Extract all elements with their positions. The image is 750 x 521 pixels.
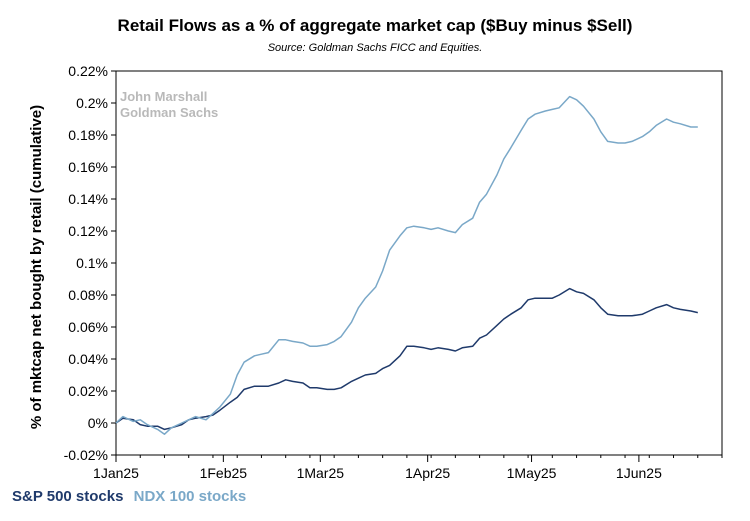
y-tick-label: 0.08% bbox=[68, 287, 108, 303]
series-line-ndx100 bbox=[115, 95, 698, 435]
y-tick-label: 0.04% bbox=[68, 351, 108, 367]
watermark-line-1: John Marshall bbox=[120, 89, 207, 104]
y-tick-label: -0.02% bbox=[64, 447, 108, 463]
y-tick-label: 0.16% bbox=[68, 159, 108, 175]
y-tick-label: 0.18% bbox=[68, 127, 108, 143]
legend-item-sp500: S&P 500 stocks bbox=[12, 488, 124, 505]
x-tick-label: 1Jan25 bbox=[93, 465, 139, 481]
x-tick-label: 1Jun25 bbox=[616, 465, 662, 481]
y-tick-label: 0% bbox=[88, 415, 108, 431]
y-tick-label: 0.2% bbox=[76, 95, 108, 111]
legend: S&P 500 stocks NDX 100 stocks bbox=[12, 488, 252, 505]
axes: -0.02% 0% 0.02% 0.04% 0.06% 0.08% 0.1% 0.12% 0.1… bbox=[64, 63, 723, 481]
y-tick-label: 0.12% bbox=[68, 223, 108, 239]
watermark: John Marshall Goldman Sachs bbox=[120, 89, 218, 120]
y-axis-label: % of mktcap net bought by retail (cumula… bbox=[28, 105, 45, 429]
legend-item-ndx100: NDX 100 stocks bbox=[133, 488, 247, 505]
x-tick-label: 1May25 bbox=[507, 465, 557, 481]
series bbox=[115, 95, 698, 435]
y-tick-label: 0.14% bbox=[68, 191, 108, 207]
y-tick-label: 0.22% bbox=[68, 63, 108, 79]
series-line-sp500 bbox=[115, 287, 698, 431]
y-tick-label: 0.1% bbox=[76, 255, 108, 271]
chart-subtitle: Source: Goldman Sachs FICC and Equities. bbox=[267, 42, 483, 54]
chart-title: Retail Flows as a % of aggregate market … bbox=[117, 16, 633, 35]
x-tick-label: 1Feb25 bbox=[200, 465, 248, 481]
x-tick-label: 1Apr25 bbox=[405, 465, 450, 481]
y-tick-label: 0.02% bbox=[68, 383, 108, 399]
x-tick-label: 1Mar25 bbox=[297, 465, 345, 481]
plot-frame bbox=[115, 70, 723, 456]
y-tick-label: 0.06% bbox=[68, 319, 108, 335]
watermark-line-2: Goldman Sachs bbox=[120, 105, 218, 120]
